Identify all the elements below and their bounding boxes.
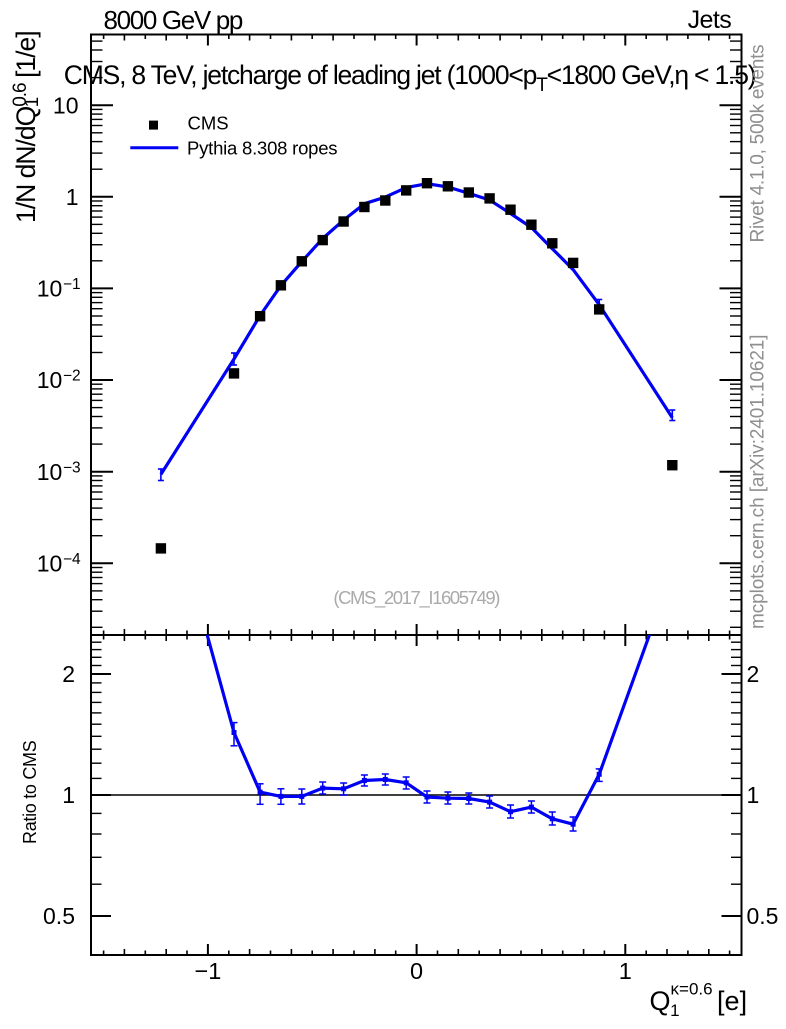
svg-text:mcplots.cern.ch [arXiv:2401.10: mcplots.cern.ch [arXiv:2401.10621] xyxy=(748,335,769,629)
svg-text:CMS, 8 TeV, jetcharge of leadi: CMS, 8 TeV, jetcharge of leading jet (10… xyxy=(64,60,756,96)
svg-text:0: 0 xyxy=(410,958,423,984)
svg-text:−3: −3 xyxy=(63,459,81,476)
svg-text:(CMS_2017_I1605749): (CMS_2017_I1605749) xyxy=(333,587,500,609)
svg-text:−2: −2 xyxy=(63,368,81,385)
svg-text:−1: −1 xyxy=(195,958,222,984)
svg-text:Qκ=0.61 [e]: Qκ=0.6 1 [e] xyxy=(650,980,748,1021)
svg-text:Rivet 4.1.0, 500k events: Rivet 4.1.0, 500k events xyxy=(748,45,769,243)
svg-text:10: 10 xyxy=(37,551,63,577)
svg-text:10: 10 xyxy=(53,92,79,118)
svg-text:CMS: CMS xyxy=(188,113,229,134)
svg-text:1: 1 xyxy=(747,782,760,808)
svg-text:Jets: Jets xyxy=(688,6,732,34)
svg-text:−4: −4 xyxy=(63,551,81,568)
svg-text:10: 10 xyxy=(37,276,63,302)
svg-text:1: 1 xyxy=(62,782,75,808)
svg-text:1: 1 xyxy=(619,958,632,984)
svg-text:0.5: 0.5 xyxy=(747,903,779,929)
svg-text:10: 10 xyxy=(37,367,63,393)
svg-text:2: 2 xyxy=(747,661,760,687)
svg-text:0.5: 0.5 xyxy=(43,903,75,929)
svg-text:1: 1 xyxy=(66,184,79,210)
svg-text:10: 10 xyxy=(37,459,63,485)
svg-text:−1: −1 xyxy=(63,276,81,293)
svg-text:Ratio to CMS: Ratio to CMS xyxy=(20,740,40,844)
svg-text:2: 2 xyxy=(62,661,75,687)
svg-text:8000 GeV pp: 8000 GeV pp xyxy=(104,5,243,35)
svg-text:Pythia 8.308 ropes: Pythia 8.308 ropes xyxy=(187,137,337,158)
svg-text:1/N dN/dQ0.61 [1/e]: 1/N dN/dQ0.61 [1/e] xyxy=(10,31,43,223)
